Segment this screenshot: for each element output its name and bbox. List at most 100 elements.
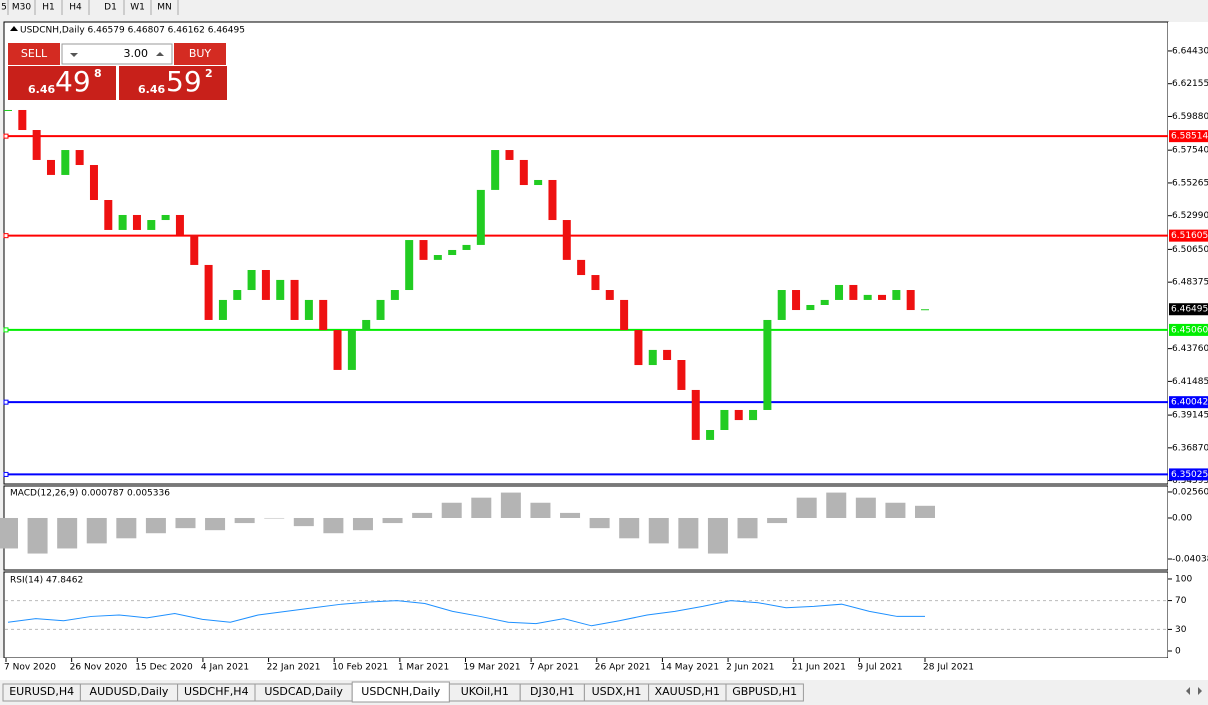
candle-body bbox=[218, 299, 227, 320]
candle-body bbox=[892, 290, 901, 300]
chart-tab-label[interactable]: XAUUSD,H1 bbox=[655, 685, 720, 698]
candle-body bbox=[18, 109, 27, 131]
timeframe-button[interactable]: MN bbox=[157, 3, 172, 13]
candle-body bbox=[906, 290, 915, 311]
level-label: 6.58514 bbox=[1171, 132, 1208, 142]
macd-bar bbox=[471, 497, 492, 518]
chart-tab-label[interactable]: AUDUSD,Daily bbox=[90, 685, 169, 698]
collapse-icon[interactable] bbox=[10, 26, 18, 31]
candle-body bbox=[190, 234, 199, 265]
macd-bar bbox=[619, 517, 640, 539]
candle-body bbox=[161, 214, 170, 221]
buy-label: BUY bbox=[189, 47, 212, 60]
macd-bar bbox=[855, 497, 876, 518]
volume-field[interactable] bbox=[61, 43, 173, 65]
chart-tab-label[interactable]: EURUSD,H4 bbox=[9, 685, 74, 698]
macd-panel bbox=[3, 485, 1169, 571]
price-tick-label: 6.55265 bbox=[1172, 178, 1208, 188]
rsi-panel bbox=[3, 571, 1169, 659]
price-tick-label: 6.57540 bbox=[1172, 146, 1208, 156]
candle-body bbox=[362, 319, 371, 331]
chart-tab-label[interactable]: USDX,H1 bbox=[592, 685, 642, 698]
bid-big: 6.46 bbox=[28, 83, 55, 96]
candle-body bbox=[104, 200, 113, 230]
date-label: 9 Jul 2021 bbox=[857, 663, 902, 673]
macd-bar bbox=[885, 502, 906, 518]
price-tick-label: 6.34595 bbox=[1172, 476, 1208, 486]
rsi-tick-label: 70 bbox=[1175, 596, 1187, 606]
rsi-line bbox=[7, 600, 925, 627]
candle-body bbox=[132, 214, 141, 230]
macd-bar bbox=[145, 517, 166, 534]
tab-scroll-left[interactable] bbox=[1186, 687, 1190, 695]
chart-tab-label[interactable]: DJ30,H1 bbox=[530, 685, 574, 698]
date-label: 10 Feb 2021 bbox=[332, 663, 388, 673]
candle-body bbox=[605, 290, 614, 300]
candle-body bbox=[663, 349, 672, 361]
chart-tab-label[interactable]: USDCNH,Daily bbox=[361, 685, 441, 698]
rsi-tick-label: 0 bbox=[1175, 647, 1181, 657]
date-label: 26 Apr 2021 bbox=[595, 663, 651, 673]
macd-bar bbox=[530, 502, 551, 518]
timeframe-button[interactable]: H1 bbox=[42, 3, 55, 13]
volume-value: 3.00 bbox=[124, 47, 149, 60]
current-price-label: 6.46495 bbox=[1171, 305, 1208, 315]
candle-body bbox=[577, 259, 586, 276]
chart-tab-label[interactable]: USDCAD,Daily bbox=[264, 685, 343, 698]
price-scale bbox=[1168, 22, 1208, 658]
chart-tab[interactable] bbox=[725, 683, 804, 702]
level-label-box bbox=[1169, 468, 1208, 481]
macd-bar bbox=[560, 512, 581, 518]
timeframe-button[interactable]: D1 bbox=[104, 3, 117, 13]
macd-bar bbox=[382, 517, 403, 524]
ask-box[interactable] bbox=[119, 66, 227, 100]
timeframe-button[interactable]: H4 bbox=[69, 3, 82, 13]
tab-scroll-right[interactable] bbox=[1198, 687, 1202, 695]
macd-bar bbox=[323, 517, 344, 534]
level-handle bbox=[3, 471, 9, 477]
macd-tick-label: -0.040386 bbox=[1172, 555, 1208, 565]
price-tick-label: 6.39145 bbox=[1172, 411, 1208, 421]
buy-button[interactable] bbox=[174, 43, 226, 65]
macd-bar bbox=[0, 517, 18, 549]
ask-point: 2 bbox=[205, 67, 213, 80]
timeframe-button[interactable]: 5 bbox=[1, 3, 7, 13]
candle-body bbox=[32, 130, 41, 160]
level-handle bbox=[3, 399, 9, 405]
bid-box[interactable] bbox=[8, 66, 116, 100]
candle-body bbox=[763, 319, 772, 410]
chart-tab-label[interactable]: GBPUSD,H1 bbox=[732, 685, 797, 698]
level-handle bbox=[3, 133, 9, 139]
candle-body bbox=[433, 255, 442, 260]
candle-body bbox=[548, 179, 557, 221]
macd-bar bbox=[678, 517, 699, 549]
volume-down[interactable] bbox=[70, 53, 78, 57]
date-label: 21 Jun 2021 bbox=[792, 663, 846, 673]
candle-body bbox=[849, 284, 858, 300]
candle-body bbox=[75, 150, 84, 166]
price-tick-label: 6.41485 bbox=[1172, 377, 1208, 387]
chart-tab-label[interactable]: USDCHF,H4 bbox=[184, 685, 249, 698]
level-label-box bbox=[1169, 396, 1208, 409]
volume-up[interactable] bbox=[156, 52, 164, 56]
price-tick-label: 6.48375 bbox=[1172, 278, 1208, 288]
chart-tab-label[interactable]: UKOil,H1 bbox=[461, 685, 509, 698]
candle-body bbox=[347, 330, 356, 370]
level-label: 6.51605 bbox=[1171, 231, 1208, 241]
macd-bar bbox=[57, 517, 78, 549]
level-label: 6.40042 bbox=[1171, 398, 1208, 408]
level-handle bbox=[3, 327, 9, 333]
rsi-label: RSI(14) 47.8462 bbox=[10, 576, 83, 586]
date-label: 28 Jul 2021 bbox=[923, 663, 974, 673]
date-label: 22 Jan 2021 bbox=[267, 663, 321, 673]
macd-bar bbox=[205, 517, 226, 531]
current-price-box bbox=[1169, 303, 1208, 316]
candle-body bbox=[89, 165, 98, 201]
timeframe-button[interactable]: W1 bbox=[130, 3, 145, 13]
sell-button[interactable] bbox=[8, 43, 60, 65]
timeframe-button[interactable]: M30 bbox=[12, 3, 31, 13]
macd-bar bbox=[648, 517, 669, 544]
candle-body bbox=[562, 220, 571, 260]
candle-body bbox=[591, 275, 600, 291]
price-tick-label: 6.50650 bbox=[1172, 245, 1208, 255]
